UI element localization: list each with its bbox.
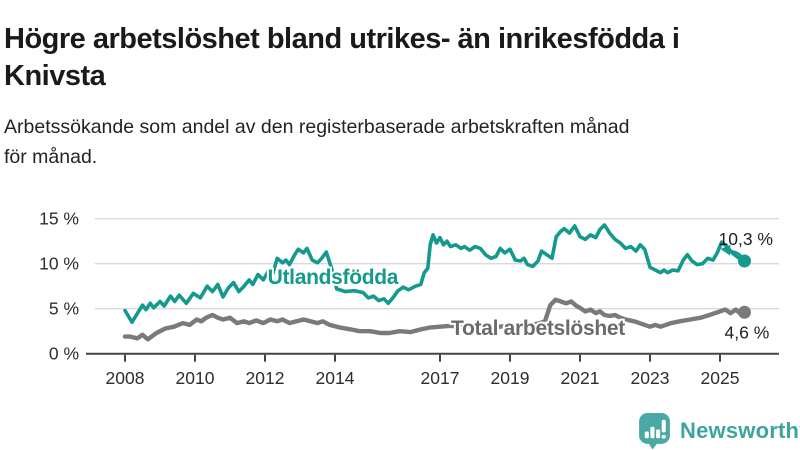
end-value-label-total-arbetsloshet: 4,6 % <box>725 322 770 342</box>
x-tick-label: 2014 <box>316 368 355 388</box>
series-end-dot-total-arbetsloshet <box>738 305 751 319</box>
newsworthy-logo-icon <box>639 413 670 450</box>
newsworthy-logo: Newsworthy <box>637 411 800 450</box>
title-line-2: Knivsta <box>4 60 106 93</box>
unemployment-line-chart: 0 % 5 % 10 % 15 % 2008 2010 2012 2014 2017 2019 20… <box>39 209 779 388</box>
subtitle-line-2: för månad. <box>4 146 98 168</box>
x-tick-label: 2021 <box>561 368 600 388</box>
y-tick-label: 0 % <box>49 344 79 364</box>
label-arrow-head-utlandsfodda <box>720 245 731 256</box>
x-tick-label: 2010 <box>176 368 215 388</box>
series-label-total-arbetsloshet: Total arbetslöshet <box>451 317 625 340</box>
newsworthy-logo-text: Newsworthy <box>680 417 800 443</box>
title-line-1: Högre arbetslöshet bland utrikes- än inr… <box>4 23 680 56</box>
page-title: Högre arbetslöshet bland utrikes- än inr… <box>4 21 799 95</box>
series-label-utlandsfodda: Utlandsfödda <box>268 266 399 289</box>
series-end-dot-utlandsfodda <box>738 254 751 268</box>
x-tick-label: 2025 <box>701 368 740 388</box>
y-tick-label: 15 % <box>39 209 79 229</box>
x-tick-label: 2008 <box>106 368 145 388</box>
x-tick-label: 2017 <box>421 368 460 388</box>
y-tick-label: 5 % <box>49 299 79 319</box>
x-tick-label: 2023 <box>631 368 670 388</box>
subtitle-line-1: Arbetssökande som andel av den registerb… <box>4 116 630 138</box>
x-tick-label: 2012 <box>246 368 285 388</box>
x-tick-label: 2019 <box>491 368 530 388</box>
series-line-utlandsfodda <box>123 223 747 324</box>
chart-subtitle: Arbetssökande som andel av den registerb… <box>4 112 794 172</box>
y-tick-label: 10 % <box>39 254 79 274</box>
series-line-total-arbetsloshet <box>122 297 747 342</box>
end-value-label-utlandsfodda: 10,3 % <box>719 229 773 249</box>
